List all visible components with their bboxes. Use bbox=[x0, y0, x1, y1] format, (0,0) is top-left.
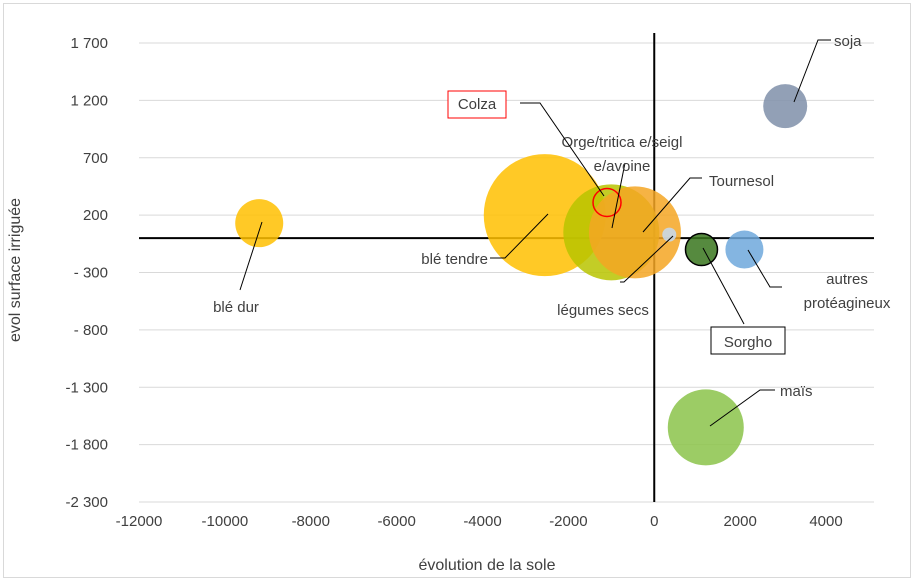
data-label-colza: Colza bbox=[458, 96, 497, 113]
leader-l-gumes-secs bbox=[620, 235, 674, 283]
data-label-l-gumes-secs: légumes secs bbox=[557, 302, 649, 319]
x-axis-title: évolution de la sole bbox=[419, 557, 556, 574]
y-tick-label: -1 300 bbox=[65, 379, 108, 396]
y-tick-label: 1 200 bbox=[70, 92, 108, 109]
leader-colza bbox=[520, 102, 605, 197]
x-tick-label: -8000 bbox=[292, 513, 330, 530]
bubble-autres-prot-agineux bbox=[725, 230, 764, 269]
label-box-sorgho bbox=[710, 326, 786, 355]
y-tick-label: 200 bbox=[83, 207, 108, 224]
bubbles bbox=[235, 84, 808, 466]
leader-ma-s bbox=[709, 389, 775, 427]
y-tick-label: 1 700 bbox=[70, 35, 108, 52]
y-tick-label: - 300 bbox=[74, 265, 108, 282]
x-tick-label: -10000 bbox=[202, 513, 249, 530]
data-label-soja: soja bbox=[834, 33, 862, 50]
data-label-autres-prot-agineux: autres bbox=[826, 271, 868, 288]
x-tick-label: -12000 bbox=[116, 513, 163, 530]
bubble-colza bbox=[592, 187, 622, 218]
tick-labels: 1 700 1 200 700 200 - 300 - 800 -1 300 -1 800 -2… bbox=[65, 35, 842, 530]
bubble-bl-dur bbox=[235, 199, 284, 248]
data-label-tournesol: Tournesol bbox=[709, 173, 774, 190]
bubble-tournesol bbox=[588, 186, 681, 279]
x-tick-label: -2000 bbox=[549, 513, 587, 530]
leader-sorgho bbox=[702, 247, 745, 325]
bubble-l-gumes-secs bbox=[662, 227, 677, 242]
bubble-ma-s bbox=[667, 389, 744, 466]
leader-bl-dur bbox=[239, 221, 263, 291]
leader-tournesol bbox=[642, 177, 702, 233]
data-label-bl-tendre: blé tendre bbox=[421, 251, 488, 268]
leader-bl-tendre bbox=[490, 213, 549, 259]
y-tick-label: -2 300 bbox=[65, 494, 108, 511]
y-tick-label: - 800 bbox=[74, 322, 108, 339]
y-axis-title: evol surface irriguée bbox=[7, 198, 24, 342]
leader-autres-prot-agineux bbox=[747, 249, 782, 288]
chart-frame bbox=[3, 3, 911, 578]
data-label-autres-prot-agineux: protéagineux bbox=[804, 295, 891, 312]
x-tick-label: 4000 bbox=[809, 513, 842, 530]
leader-soja bbox=[793, 39, 831, 103]
callouts: soja blé dur blé tendre Orge/tritica e/seig… bbox=[213, 33, 891, 427]
y-tick-label: 700 bbox=[83, 150, 108, 167]
x-tick-label: 0 bbox=[650, 513, 658, 530]
x-tick-label: 2000 bbox=[723, 513, 756, 530]
bubble-soja bbox=[763, 84, 808, 129]
data-label-sorgho: Sorgho bbox=[724, 334, 772, 351]
y-tick-label: -1 800 bbox=[65, 437, 108, 454]
data-label-orge-triticale-seigle-avoine: Orge/tritica e/seigl bbox=[562, 134, 683, 151]
data-label-ma-s: maïs bbox=[780, 383, 813, 400]
label-box-colza bbox=[447, 90, 507, 119]
data-label-bl-dur: blé dur bbox=[213, 299, 259, 316]
data-label-orge-triticale-seigle-avoine: e/avoine bbox=[594, 158, 651, 175]
leader-orge-triticale-seigle-avoine bbox=[611, 162, 626, 229]
x-tick-label: -4000 bbox=[463, 513, 501, 530]
bubble-sorgho bbox=[684, 232, 719, 267]
x-tick-label: -6000 bbox=[377, 513, 415, 530]
